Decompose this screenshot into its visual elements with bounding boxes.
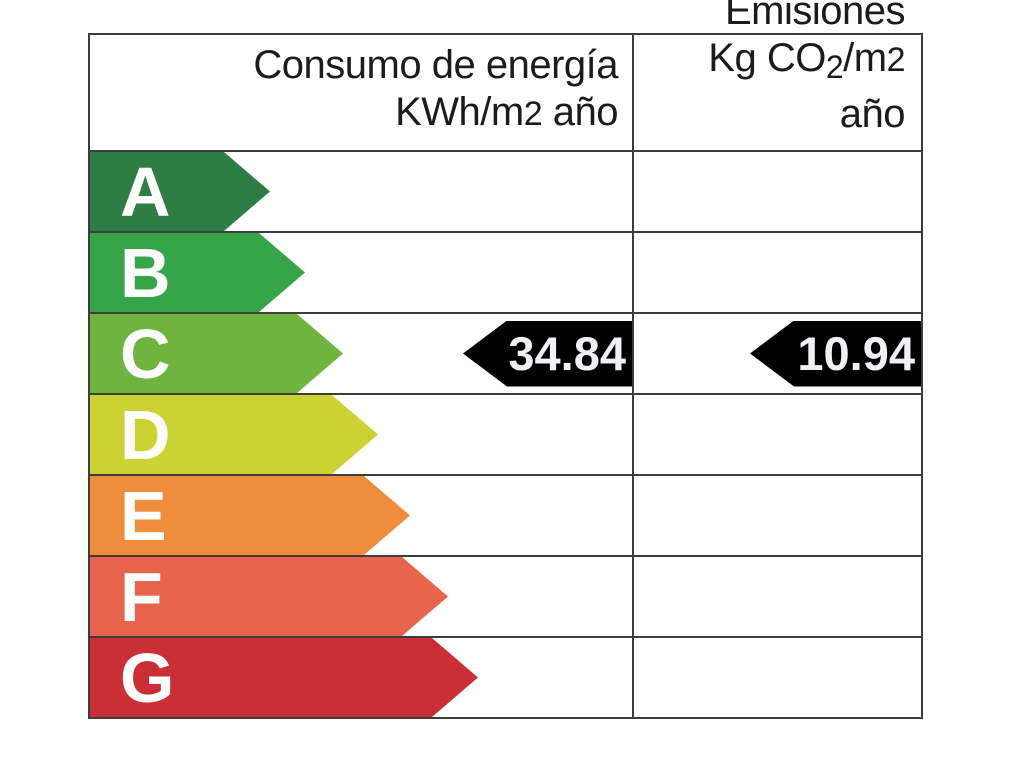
emissions-cell-g bbox=[632, 636, 921, 717]
energy-header-title: Consumo de energía bbox=[253, 43, 618, 87]
rating-letter: B bbox=[120, 233, 171, 312]
rating-letter: A bbox=[120, 152, 171, 231]
energy-cell-a: A bbox=[90, 150, 632, 231]
energy-header-unit: KWh/m2 año bbox=[395, 90, 618, 134]
rating-band-b: B bbox=[90, 233, 305, 312]
emissions-column-header: Emisiones Kg CO2/m2 año bbox=[632, 0, 921, 150]
rating-band-f: F bbox=[90, 557, 448, 636]
emissions-value: 10.94 bbox=[797, 327, 915, 380]
emissions-cell-f bbox=[632, 555, 921, 636]
emissions-cell-a bbox=[632, 150, 921, 231]
rating-band-a: A bbox=[90, 152, 270, 231]
emissions-value-arrow: 10.94 bbox=[750, 320, 921, 387]
energy-cell-g: G bbox=[90, 636, 632, 717]
rating-letter: C bbox=[120, 314, 171, 393]
rating-letter: F bbox=[120, 557, 163, 636]
energy-certificate: Consumo de energía KWh/m2 año Emisiones … bbox=[88, 0, 923, 719]
emissions-cell-e bbox=[632, 474, 921, 555]
energy-value-arrow: 34.84 bbox=[463, 320, 632, 387]
rating-band-d: D bbox=[90, 395, 378, 474]
rating-letter: E bbox=[120, 476, 167, 555]
emissions-cell-c: 10.94 bbox=[632, 312, 921, 393]
emissions-cell-d bbox=[632, 393, 921, 474]
energy-cell-f: F bbox=[90, 555, 632, 636]
rating-letter: D bbox=[120, 395, 171, 474]
rating-band-c: C bbox=[90, 314, 343, 393]
rating-band-g: G bbox=[90, 638, 478, 717]
energy-column-header: Consumo de energía KWh/m2 año bbox=[90, 35, 632, 150]
energy-cell-c: C 34.84 bbox=[90, 312, 632, 393]
energy-cell-b: B bbox=[90, 231, 632, 312]
energy-value: 34.84 bbox=[508, 327, 626, 380]
rating-band-e: E bbox=[90, 476, 410, 555]
rating-letter: G bbox=[120, 638, 175, 717]
energy-cell-d: D bbox=[90, 393, 632, 474]
energy-cell-e: E bbox=[90, 474, 632, 555]
emissions-cell-b bbox=[632, 231, 921, 312]
emissions-header-title: Emisiones bbox=[724, 0, 906, 33]
emissions-header-unit: Kg CO2/m2 año bbox=[708, 35, 905, 136]
